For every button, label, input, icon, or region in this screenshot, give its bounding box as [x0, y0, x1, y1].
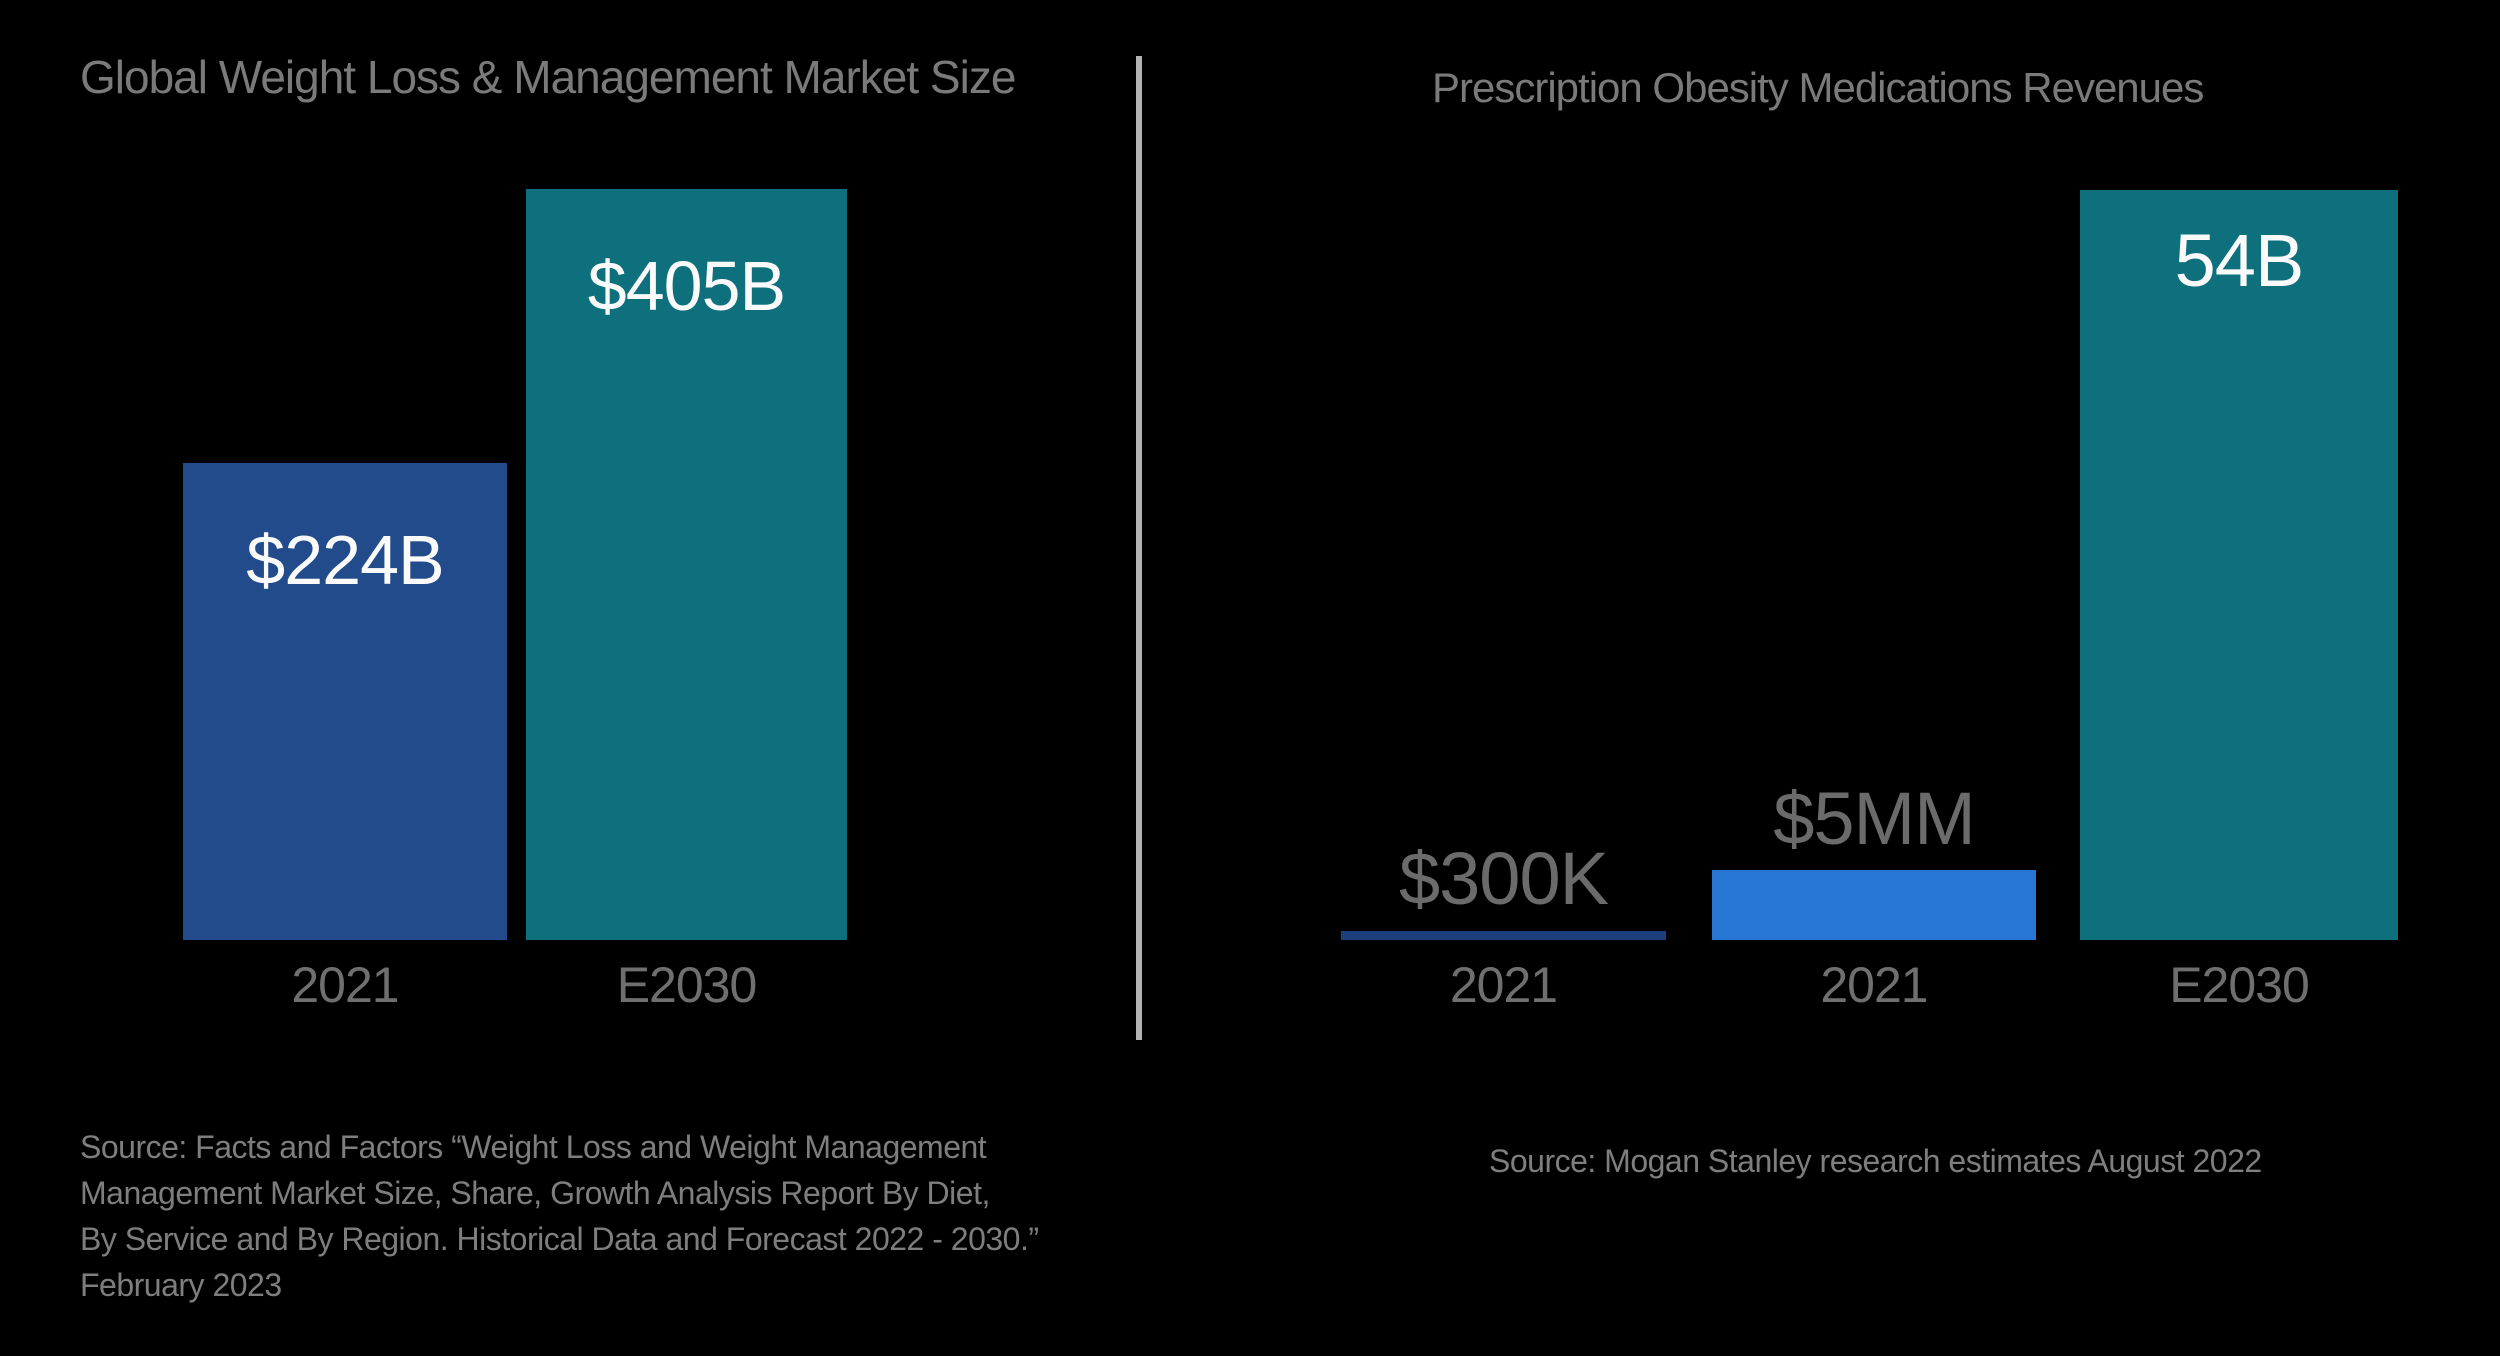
value-label-5mm: $5MM [1773, 777, 1976, 860]
left-source-line-4: February 2023 [80, 1267, 282, 1303]
value-label-300k: $300K [1399, 837, 1609, 920]
right-bar-e2030-54b [2080, 190, 2398, 940]
vertical-divider-line [1136, 56, 1142, 1040]
right-axis-label-e2030: E2030 [2169, 957, 2310, 1013]
left-source-line-3: By Service and By Region. Historical Dat… [80, 1221, 1039, 1257]
left-chart-title: Global Weight Loss & Management Market S… [80, 51, 1016, 103]
right-axis-label-2021-b: 2021 [1820, 957, 1928, 1013]
right-chart-title: Prescription Obesity Medications Revenue… [1432, 64, 2204, 111]
left-bar-e2030 [526, 189, 847, 940]
left-bar-2021 [183, 463, 507, 940]
value-label-54b: 54B [2174, 219, 2305, 302]
right-axis-label-2021-a: 2021 [1449, 957, 1558, 1013]
left-axis-label-2021: 2021 [291, 957, 399, 1013]
right-bar-2021-300k [1341, 931, 1666, 940]
left-source-line-2: Management Market Size, Share, Growth An… [80, 1175, 990, 1211]
left-source-text: Source: Facts and Factors “Weight Loss a… [80, 1124, 1039, 1308]
value-label-405b: $405B [587, 247, 786, 325]
right-source-line-1: Source: Mogan Stanley research estimates… [1489, 1143, 2262, 1179]
left-source-line-1: Source: Facts and Factors “Weight Loss a… [80, 1129, 987, 1165]
value-label-224b: $224B [246, 521, 444, 599]
right-bar-2021-5mm [1712, 870, 2036, 940]
right-source-text: Source: Mogan Stanley research estimates… [1489, 1138, 2262, 1184]
left-axis-label-e2030: E2030 [616, 957, 758, 1013]
